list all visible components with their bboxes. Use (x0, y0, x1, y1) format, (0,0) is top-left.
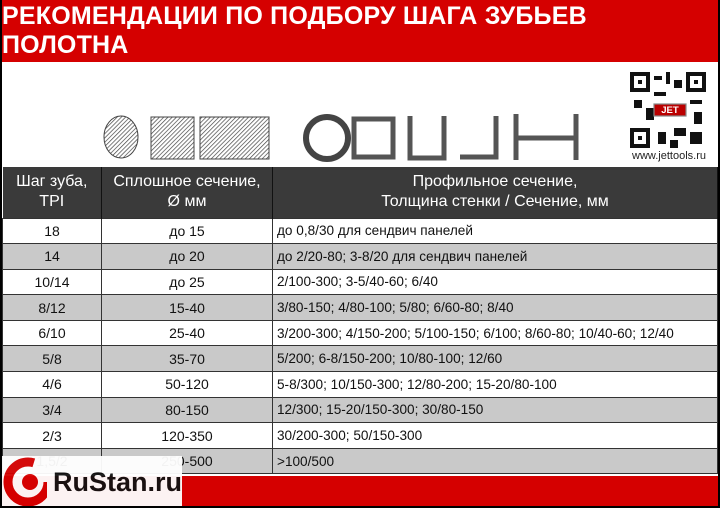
cell-tpi: 5/8 (2, 345, 102, 373)
cross-section-icons (103, 114, 579, 162)
cell-profile: 5/200; 6-8/150-200; 10/80-100; 12/60 (272, 345, 718, 373)
cell-profile: 3/200-300; 4/150-200; 5/100-150; 6/100; … (272, 319, 718, 347)
cell-tpi: 18 (2, 217, 102, 245)
cell-tpi: 3/4 (2, 396, 102, 424)
table-header: Шаг зуба, TPI Сплошное сечение, Ø мм Профи… (2, 167, 718, 218)
cell-tpi: 6/10 (2, 319, 102, 347)
square-tube-icon (351, 116, 396, 160)
website-url[interactable]: www.jettools.ru (632, 150, 706, 162)
round-bar-icon (103, 115, 139, 159)
table-row: 18 до 15 до 0,8/30 для сендвич панелей (2, 217, 718, 245)
angle-icon (460, 116, 499, 160)
header-solid: Сплошное сечение, Ø мм (101, 167, 273, 218)
i-beam-icon (513, 114, 579, 160)
cell-solid: 80-150 (101, 396, 273, 424)
cell-profile: 30/200-300; 50/150-300 (272, 422, 718, 449)
rustan-logo-icon (3, 457, 47, 506)
table-row: 3/4 80-150 12/300; 15-20/150-300; 30/80-15… (2, 396, 718, 424)
square-bar-icon (150, 116, 195, 160)
tpi-table: Шаг зуба, TPI Сплошное сечение, Ø мм Профи… (2, 167, 718, 475)
cell-tpi: 2/3 (2, 422, 102, 449)
cell-profile: 5-8/300; 10/150-300; 12/80-200; 15-20/80… (272, 371, 718, 398)
table-row: 14 до 20 до 2/20-80; 3-8/20 для сендвич па… (2, 243, 718, 270)
table-row: 2/3 120-350 30/200-300; 50/150-300 (2, 422, 718, 449)
watermark-logo: RuStan.ru (2, 456, 182, 506)
cell-profile: >100/500 (272, 447, 718, 475)
table-row: 8/12 15-40 3/80-150; 4/80-100; 5/80; 6/60-… (2, 294, 718, 321)
cell-profile: до 0,8/30 для сендвич панелей (272, 217, 718, 245)
cell-profile: 2/100-300; 3-5/40-60; 6/40 (272, 268, 718, 296)
cell-tpi: 14 (2, 243, 102, 270)
channel-icon (407, 116, 447, 161)
page-title: РЕКОМЕНДАЦИИ ПО ПОДБОРУ ШАГА ЗУБЬЕВ ПОЛО… (2, 0, 718, 62)
table-row: 10/14 до 25 2/100-300; 3-5/40-60; 6/40 (2, 268, 718, 296)
tube-icon (303, 114, 351, 162)
cell-solid: до 20 (101, 243, 273, 270)
cell-solid: 15-40 (101, 294, 273, 321)
section-illustrations: JET www.jettools.ru (2, 62, 718, 167)
cell-profile: 12/300; 15-20/150-300; 30/80-150 (272, 396, 718, 424)
jet-logo: JET (661, 105, 679, 116)
cell-tpi: 8/12 (2, 294, 102, 321)
cell-solid: 120-350 (101, 422, 273, 449)
cell-solid: 35-70 (101, 345, 273, 373)
cell-solid: 25-40 (101, 319, 273, 347)
cell-tpi: 4/6 (2, 371, 102, 398)
qr-code-icon[interactable]: JET (630, 72, 706, 148)
header-tpi: Шаг зуба, TPI (2, 167, 102, 218)
table-row: 4/6 50-120 5-8/300; 10/150-300; 12/80-200;… (2, 371, 718, 398)
header-profile: Профильное сечение, Толщина стенки / Сече… (272, 167, 718, 218)
cell-profile: 3/80-150; 4/80-100; 5/80; 6/60-80; 8/40 (272, 294, 718, 321)
cell-solid: до 25 (101, 268, 273, 296)
table-row: 6/10 25-40 3/200-300; 4/150-200; 5/100-150… (2, 319, 718, 347)
cell-tpi: 10/14 (2, 268, 102, 296)
cell-solid: 50-120 (101, 371, 273, 398)
cell-profile: до 2/20-80; 3-8/20 для сендвич панелей (272, 243, 718, 270)
table-row: 5/8 35-70 5/200; 6-8/150-200; 10/80-100; 1… (2, 345, 718, 373)
cell-solid: до 15 (101, 217, 273, 245)
rect-bar-icon (199, 116, 270, 160)
